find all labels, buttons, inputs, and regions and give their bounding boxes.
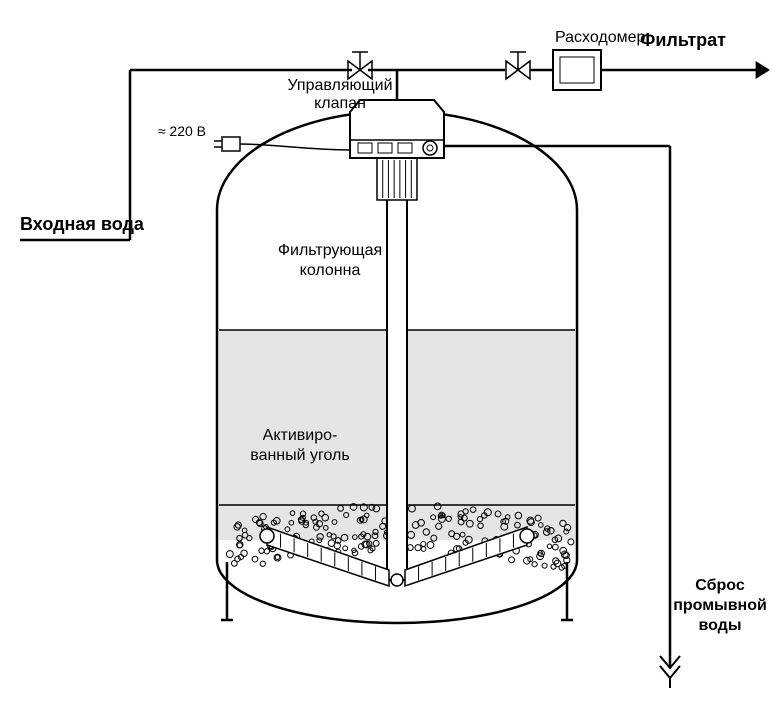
label-activated-carbon: Активиро- [263, 427, 338, 444]
label-flowmeter: Расходомер [555, 29, 646, 46]
power-plug [222, 137, 240, 151]
svg-text:ванный уголь: ванный уголь [250, 447, 349, 464]
svg-text:воды: воды [698, 617, 741, 634]
label-drain: Сброс [695, 577, 745, 594]
label-control-valve: Управляющий [287, 77, 392, 94]
label-filtrate: Фильтрат [640, 30, 726, 50]
svg-text:колонна: колонна [300, 262, 361, 279]
label-filter-column: Фильтрующая [278, 242, 382, 259]
svg-text:промывной: промывной [673, 597, 767, 614]
label-input-water: Входная вода [20, 214, 145, 234]
svg-text:клапан: клапан [314, 95, 366, 112]
label-voltage: ≈ 220 В [158, 123, 206, 139]
riser-pipe [387, 195, 407, 580]
